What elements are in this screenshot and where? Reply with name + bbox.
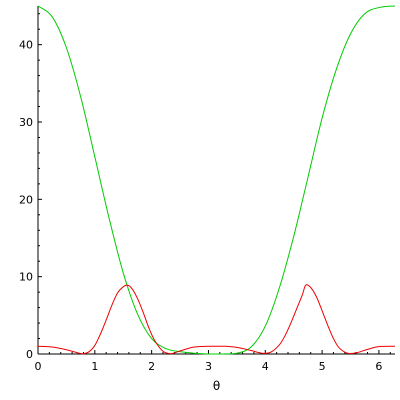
y-tick-label: 30	[19, 116, 33, 129]
x-tick-label: 0	[35, 360, 42, 373]
x-tick-label: 3	[205, 360, 212, 373]
series-line-1	[37, 5, 396, 355]
y-tick-label: 10	[19, 271, 33, 284]
x-tick-label: 5	[319, 360, 326, 373]
x-tick-label: 6	[375, 360, 382, 373]
series-layer	[37, 5, 396, 355]
y-tick-label: 0	[26, 348, 33, 361]
axes: 0 1 2 3 4 5 6 0 10 20 30 40	[19, 6, 395, 373]
x-tick-label: 2	[148, 360, 155, 373]
x-tick-label: 4	[262, 360, 269, 373]
series-line-2	[37, 284, 396, 355]
x-tick-label: 1	[91, 360, 98, 373]
y-tick-label: 20	[19, 193, 33, 206]
y-tick-label: 40	[19, 39, 33, 52]
x-axis-title: θ	[213, 379, 220, 393]
